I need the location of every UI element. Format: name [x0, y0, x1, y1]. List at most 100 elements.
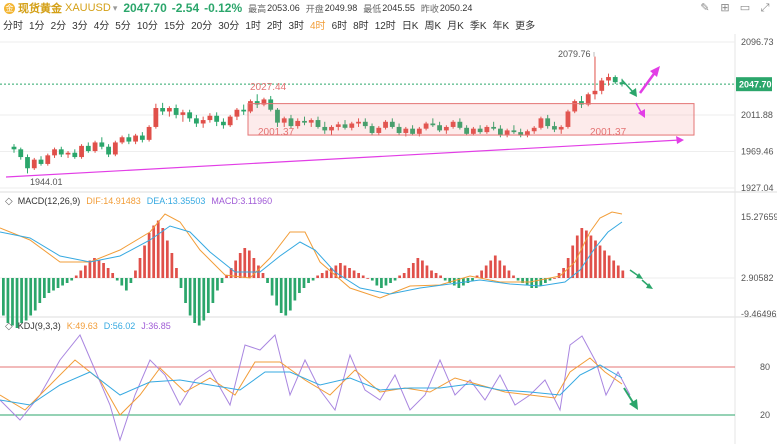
macd-bar — [393, 278, 397, 281]
macd-bar — [298, 278, 301, 293]
candle-body — [214, 115, 220, 122]
kdj-tick-label: 80 — [760, 362, 770, 372]
tab-10[interactable]: 1时 — [245, 21, 261, 32]
macd-bar — [74, 275, 78, 278]
window-icon[interactable]: ▭ — [739, 2, 751, 14]
candle-body — [227, 116, 233, 126]
tab-11[interactable]: 2时 — [266, 21, 283, 32]
macd-settings-icon[interactable]: ◇ — [5, 195, 13, 207]
candle-body — [410, 128, 415, 134]
macd-bar — [275, 278, 279, 306]
macd-bar — [115, 278, 119, 281]
candle-body — [504, 130, 510, 135]
macd-bar — [188, 278, 192, 316]
draw-icon[interactable]: ✎ — [700, 2, 710, 14]
candle-body — [552, 126, 557, 130]
low-label: 1944.01 — [30, 177, 63, 187]
candle-body — [288, 118, 294, 127]
macd-bar — [193, 278, 197, 323]
macd-bar — [225, 275, 228, 278]
macd-bar — [247, 250, 251, 278]
chevron-down-icon[interactable]: ▾ — [112, 2, 118, 13]
macd-value: MACD:3.11960 — [211, 196, 273, 206]
candle-body — [396, 126, 402, 133]
tab-21[interactable]: 年K — [492, 21, 510, 32]
macd-bar — [621, 270, 625, 278]
macd-bar — [439, 275, 442, 278]
high-label: 最高 — [248, 3, 267, 14]
tab-14[interactable]: 6时 — [331, 21, 348, 32]
candle-body — [72, 152, 78, 158]
macd-bar — [202, 278, 206, 321]
prev-close-value: 2050.24 — [439, 3, 473, 13]
toolbar: ✎ ⊞ ▭ ⤢ — [699, 2, 771, 14]
macd-bar — [443, 278, 447, 281]
macd-bar — [594, 240, 597, 278]
tab-5[interactable]: 5分 — [115, 21, 131, 32]
macd-bar — [521, 278, 524, 283]
tab-22[interactable]: 更多 — [515, 21, 536, 32]
low-label: 最低 — [363, 3, 382, 14]
tab-16[interactable]: 12时 — [374, 21, 396, 32]
macd-bar — [498, 260, 502, 278]
macd-bar — [93, 258, 96, 278]
candle-body — [443, 126, 449, 131]
macd-bar — [603, 250, 606, 278]
layout-icon[interactable]: ⊞ — [720, 2, 730, 14]
tab-8[interactable]: 20分 — [191, 21, 213, 32]
tab-0[interactable]: 分时 — [3, 21, 23, 32]
instrument-code[interactable]: XAUUSD — [65, 2, 111, 14]
tab-2[interactable]: 2分 — [50, 21, 67, 32]
macd-bar — [134, 270, 137, 278]
fullscreen-icon[interactable]: ⤢ — [760, 2, 770, 14]
macd-bar — [70, 278, 74, 281]
candle-body — [234, 109, 240, 117]
macd-bar — [366, 278, 370, 279]
candle-body — [612, 77, 618, 83]
macd-tick-label: 15.27659 — [741, 212, 777, 222]
tab-18[interactable]: 周K — [424, 21, 442, 32]
macd-bar — [279, 278, 283, 313]
tab-15[interactable]: 8时 — [353, 21, 369, 32]
candle-body — [349, 123, 355, 128]
macd-arrow-head-1 — [636, 273, 643, 279]
candle-body — [45, 155, 51, 164]
tab-1[interactable]: 1分 — [29, 21, 45, 32]
macd-bar — [370, 278, 374, 281]
candle-body — [200, 120, 206, 124]
tab-19[interactable]: 月K — [447, 21, 464, 32]
tab-12[interactable]: 3时 — [288, 21, 304, 32]
macd-tick-label: 2.90582 — [741, 273, 774, 283]
candle-body — [146, 126, 152, 140]
macd-bar — [293, 278, 297, 301]
tab-17[interactable]: 日K — [401, 21, 419, 32]
macd-dif: DIF:14.91483 — [86, 196, 141, 206]
tab-3[interactable]: 3分 — [72, 21, 88, 32]
macd-bar — [170, 253, 174, 278]
candle-body — [558, 126, 564, 130]
tab-13[interactable]: 4时 — [310, 21, 326, 32]
tab-9[interactable]: 30分 — [218, 21, 240, 32]
green-arrow-shaft — [621, 79, 634, 93]
macd-bar — [452, 278, 456, 286]
price-tick-label: 1927.04 — [741, 183, 774, 193]
candle-body — [261, 99, 267, 105]
tab-6[interactable]: 10分 — [136, 21, 158, 32]
tab-4[interactable]: 4分 — [93, 21, 110, 32]
tab-7[interactable]: 15分 — [163, 21, 186, 32]
kdj-settings-icon[interactable]: ◇ — [5, 320, 13, 332]
macd-bar — [557, 273, 561, 278]
instrument-name[interactable]: 现货黄金 — [18, 3, 62, 15]
macd-bar — [302, 278, 306, 288]
price-change-pct: -0.12% — [204, 1, 243, 15]
candle-body — [565, 111, 571, 127]
macd-bar — [539, 278, 543, 286]
macd-name[interactable]: MACD(12,26,9) — [17, 196, 81, 206]
tab-20[interactable]: 季K — [469, 21, 487, 32]
kdj-name[interactable]: KDJ(9,3,3) — [17, 321, 61, 331]
macd-bar — [585, 230, 588, 278]
macd-bar — [580, 228, 584, 278]
macd-bar — [589, 235, 593, 278]
macd-bar — [238, 253, 242, 278]
